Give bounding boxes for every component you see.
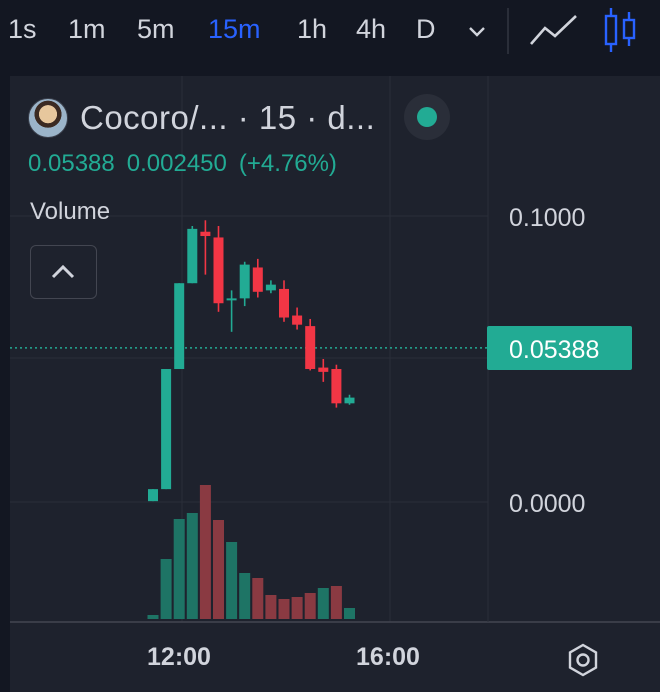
timeframe-4h[interactable]: 4h: [356, 14, 387, 44]
price-tick-label: 0.1000: [509, 204, 585, 232]
market-status-icon[interactable]: [404, 94, 450, 140]
candle[interactable]: [252, 267, 263, 292]
price-change-row: 0.05388 0.002450 (+4.76%): [28, 150, 349, 178]
candle[interactable]: [174, 283, 185, 370]
volume-bar: [291, 597, 303, 619]
candle[interactable]: [318, 367, 329, 372]
chevron-up-icon: [51, 264, 75, 279]
volume-bar: [186, 513, 198, 619]
time-tick-label: 16:00: [356, 643, 420, 671]
candle[interactable]: [148, 489, 158, 502]
line-chart-icon[interactable]: [528, 10, 580, 55]
candle[interactable]: [331, 369, 342, 404]
toolbar-divider: [507, 8, 509, 54]
candle[interactable]: [344, 397, 355, 404]
chevron-down-icon[interactable]: [466, 20, 488, 47]
volume-label: Volume: [30, 198, 111, 225]
candle[interactable]: [239, 264, 250, 299]
timeframe-1s[interactable]: 1s: [8, 14, 37, 44]
volume-bar: [160, 559, 172, 619]
volume-bar: [252, 578, 264, 619]
volume-bar: [239, 573, 251, 619]
token-avatar: [28, 98, 68, 138]
settings-icon[interactable]: [563, 640, 603, 685]
volume-bar: [344, 608, 355, 619]
volume-bar: [330, 586, 342, 619]
timeframe-15m[interactable]: 15m: [208, 14, 261, 44]
volume-bar: [199, 485, 211, 619]
volume-bar: [317, 588, 329, 619]
timeframe-1h[interactable]: 1h: [297, 14, 328, 44]
volume-bar: [147, 615, 159, 619]
price-change-pct: (+4.76%): [238, 150, 337, 177]
timeframe-5m[interactable]: 5m: [137, 14, 175, 44]
price-tick-label: 0.0000: [509, 490, 585, 518]
candle[interactable]: [200, 231, 211, 237]
current-price-tag: [487, 326, 632, 370]
volume-bar: [304, 593, 316, 619]
time-tick-label: 12:00: [147, 643, 211, 671]
candle[interactable]: [265, 284, 276, 291]
timeframe-D[interactable]: D: [416, 14, 436, 44]
candle[interactable]: [187, 228, 198, 284]
volume-bar: [226, 542, 238, 619]
candle[interactable]: [213, 237, 224, 304]
volume-bar: [213, 520, 224, 619]
timeframe-1m[interactable]: 1m: [68, 14, 106, 44]
candlestick-chart-icon[interactable]: [603, 6, 639, 59]
last-price: 0.05388: [28, 150, 115, 177]
volume-bar: [173, 519, 185, 619]
price-change: 0.002450: [126, 150, 227, 177]
candle[interactable]: [226, 298, 237, 301]
symbol-title[interactable]: Cocoro/... · 15 · d...: [80, 99, 376, 136]
market-status-dot: [417, 107, 437, 127]
candle[interactable]: [161, 369, 172, 490]
collapse-legend-button[interactable]: [30, 245, 97, 299]
volume-bar: [265, 595, 277, 619]
symbol-legend[interactable]: Cocoro/... · 15 · d...: [28, 98, 375, 138]
candle[interactable]: [292, 315, 303, 325]
volume-bar: [278, 599, 290, 619]
timeframe-toolbar: 1s 1m 5m 15m 1h 4h D: [0, 0, 660, 62]
candle[interactable]: [279, 288, 289, 318]
current-price-label: 0.05388: [509, 336, 599, 364]
candle[interactable]: [305, 326, 316, 370]
